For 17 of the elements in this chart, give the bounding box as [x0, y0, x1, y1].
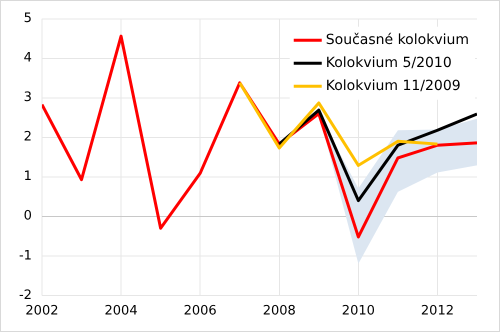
legend-label: Kolokvium 5/2010: [326, 54, 452, 71]
x-tick-label: 2002: [25, 304, 59, 319]
y-tick-label: 0: [24, 208, 32, 224]
y-tick-label: 3: [24, 90, 32, 106]
y-tick-label: 1: [24, 169, 32, 184]
y-tick-label: -2: [18, 288, 32, 303]
y-tick-label: 2: [24, 130, 32, 145]
y-tick-label: 4: [24, 50, 32, 66]
x-tick-label: 2006: [184, 304, 217, 319]
legend-label: Kolokvium 11/2009: [326, 78, 461, 94]
x-tick-label: 2008: [262, 304, 296, 319]
x-tick-label: 2010: [342, 304, 375, 319]
x-tick-label: 2012: [420, 304, 454, 319]
y-tick-label: -1: [18, 248, 32, 264]
x-tick-label: 2004: [104, 304, 138, 319]
legend-label: Současné kolokvium: [326, 32, 470, 48]
y-tick-label: 5: [24, 11, 32, 26]
